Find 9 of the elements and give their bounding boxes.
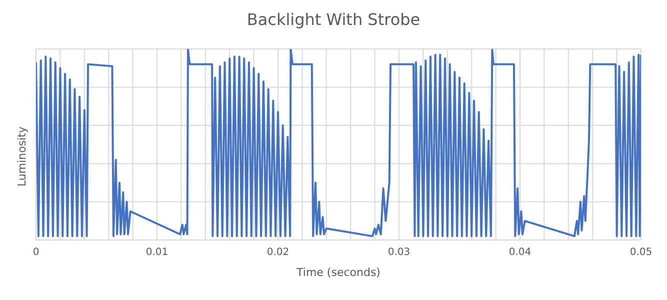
y-axis-title: Luminosity [16,126,28,186]
x-tick-label: 0.03 [388,247,410,258]
x-tick-label: 0.04 [508,247,532,258]
x-tick-label: 0.02 [266,247,290,258]
x-tick-label: 0 [32,247,40,258]
chart-title: Backlight With Strobe [246,10,422,29]
x-tick-label: 0.05 [630,247,652,258]
x-axis-title: Time (seconds) [296,266,380,279]
x-tick-label: 0.01 [146,247,168,258]
